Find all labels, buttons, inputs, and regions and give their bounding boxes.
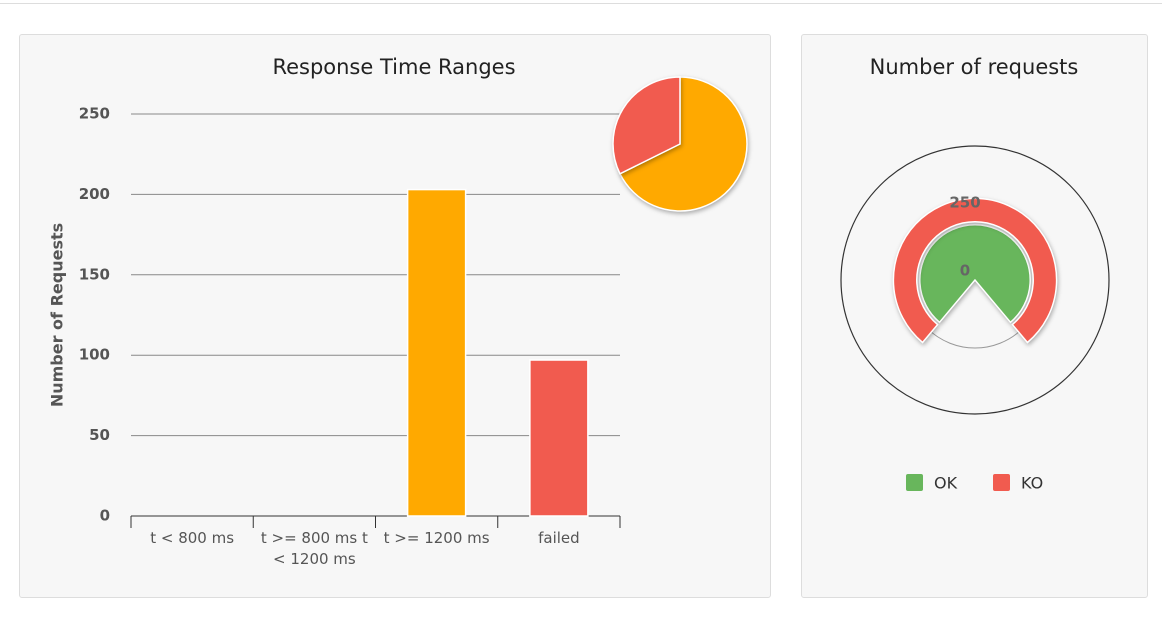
- legend-swatch: [993, 474, 1010, 491]
- y-tick-label: 0: [100, 507, 110, 525]
- legend-swatch: [906, 474, 923, 491]
- chart-title: Response Time Ranges: [272, 55, 515, 79]
- chart-title: Number of requests: [870, 55, 1079, 79]
- radial-tick-label: 250: [949, 194, 980, 212]
- legend-label: OK: [934, 474, 958, 493]
- x-tick-label: failed: [538, 529, 580, 547]
- x-tick-label: t < 800 ms: [150, 529, 235, 547]
- y-tick-label: 200: [79, 185, 110, 203]
- top-border: [0, 0, 1162, 4]
- radial-bar: [919, 224, 1031, 324]
- y-axis-title: Number of Requests: [48, 223, 67, 407]
- radial-tick-label: 0: [960, 262, 970, 280]
- gauge-frame: [840, 145, 1110, 415]
- pie-slice: [612, 76, 681, 175]
- y-tick-label: 100: [79, 346, 110, 364]
- radial-bar: [892, 197, 1058, 344]
- panel: [801, 34, 1148, 598]
- y-tick-label: 150: [79, 265, 110, 283]
- bar: [406, 188, 467, 517]
- x-tick-label: t >= 800 ms t < 1200 ms: [260, 529, 368, 568]
- bar: [529, 359, 589, 517]
- legend-label: KO: [1021, 474, 1043, 493]
- pie-slice: [618, 76, 748, 212]
- y-tick-label: 250: [79, 105, 110, 123]
- x-tick-label: t >= 1200 ms: [383, 529, 490, 547]
- y-tick-label: 50: [89, 426, 110, 444]
